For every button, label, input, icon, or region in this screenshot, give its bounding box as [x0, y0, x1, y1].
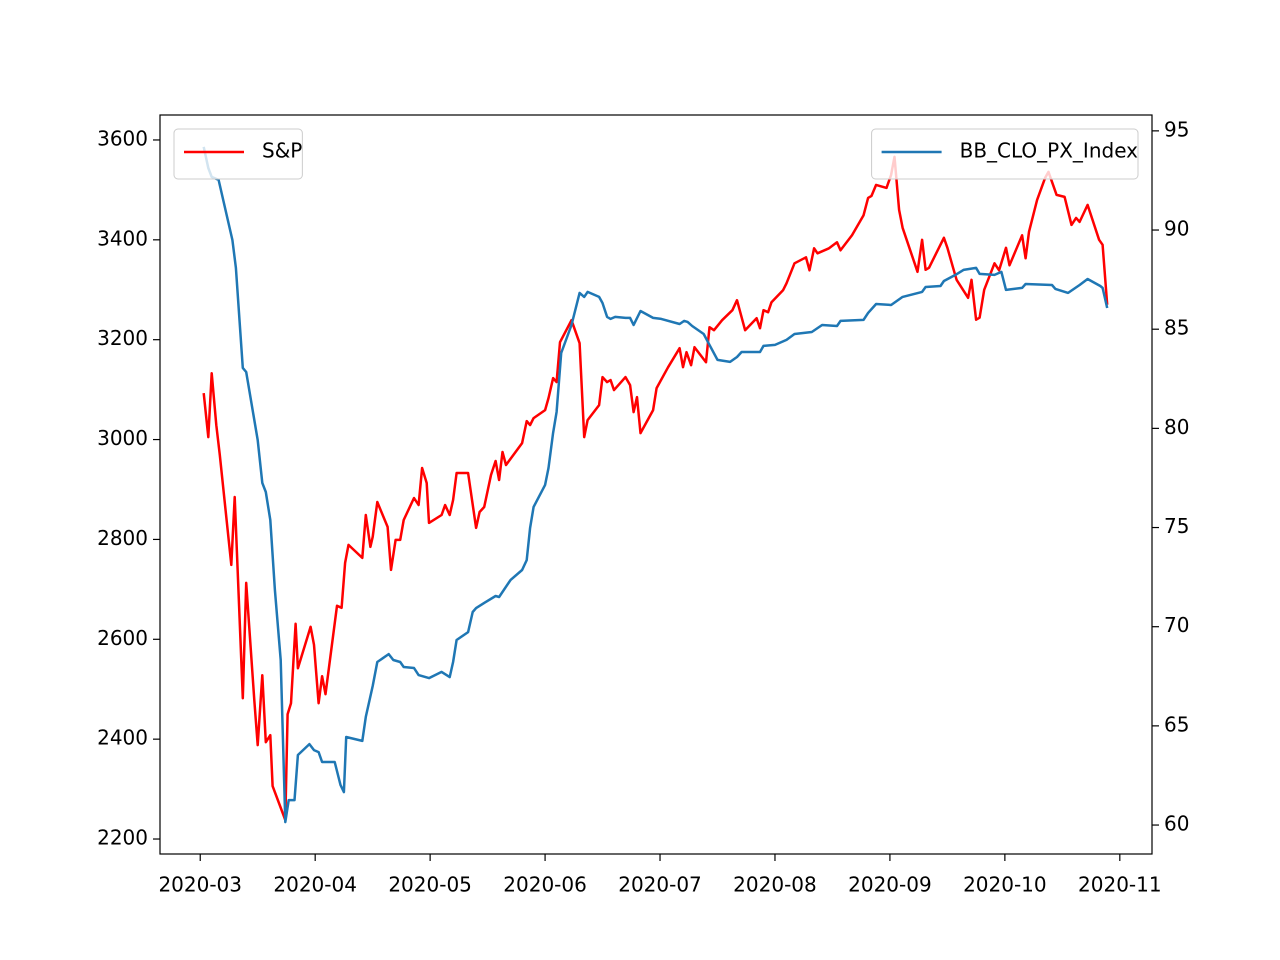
legend-box: [871, 128, 1139, 180]
y-tick-label: 2400: [97, 726, 148, 750]
legend: BB_CLO_PX_Index: [871, 128, 1139, 180]
x-tick-label: 2020-11: [1078, 873, 1162, 897]
y2-tick-label: 65: [1164, 712, 1189, 736]
y-tick-label: 3400: [97, 226, 148, 250]
x-tick-label: 2020-10: [963, 873, 1047, 897]
y-tick-label: 3200: [97, 326, 148, 350]
y2-tick-label: 90: [1164, 217, 1189, 241]
x-tick-label: 2020-05: [388, 873, 472, 897]
legend-label: BB_CLO_PX_Index: [960, 139, 1139, 163]
y2-tick-label: 85: [1164, 316, 1189, 340]
y-tick-label: 3600: [97, 126, 148, 150]
y-tick-label: 3000: [97, 426, 148, 450]
x-tick-label: 2020-03: [158, 873, 242, 897]
y2-tick-label: 80: [1164, 415, 1189, 439]
y2-tick-label: 95: [1164, 117, 1189, 141]
y-tick-label: 2600: [97, 626, 148, 650]
plot-frame: [159, 114, 1153, 855]
y2-tick-label: 75: [1164, 514, 1189, 538]
legend-box: [173, 128, 303, 180]
x-tick-label: 2020-08: [733, 873, 817, 897]
y-tick-label: 2200: [97, 826, 148, 850]
x-tick-label: 2020-04: [273, 873, 357, 897]
x-tick-label: 2020-07: [618, 873, 702, 897]
legend-label: S&P: [262, 139, 302, 163]
x-tick-label: 2020-09: [848, 873, 932, 897]
line-series: [202, 155, 1109, 822]
y2-tick-label: 60: [1164, 812, 1189, 836]
legend: S&P: [173, 128, 303, 180]
y-tick-label: 2800: [97, 526, 148, 550]
line-series: [202, 146, 1109, 824]
x-tick-label: 2020-06: [503, 873, 587, 897]
y2-tick-label: 70: [1164, 613, 1189, 637]
